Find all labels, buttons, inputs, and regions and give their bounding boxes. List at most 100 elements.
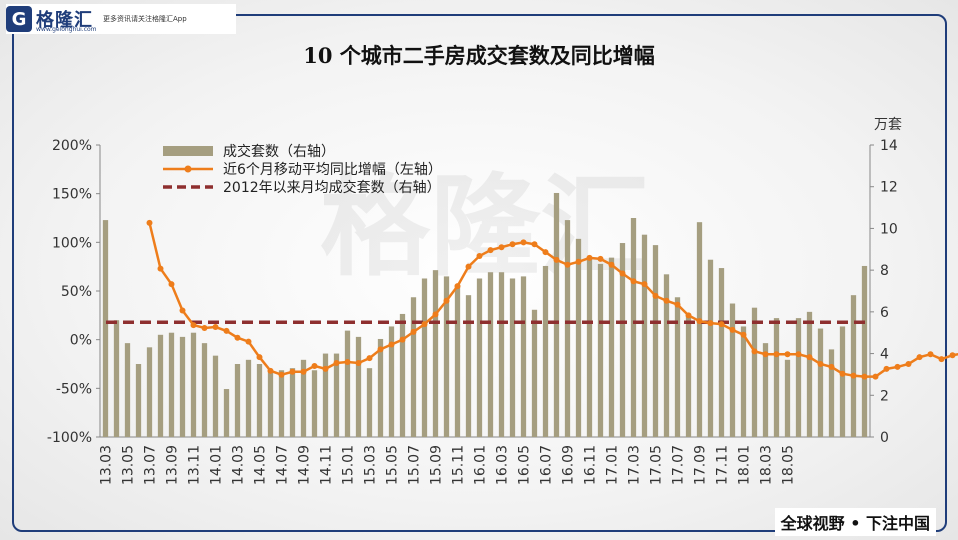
bar-18 xyxy=(300,359,307,437)
yoy-point-8 xyxy=(234,334,241,341)
x-tick-label: 18.03 xyxy=(759,445,775,485)
x-tick-label: 16.07 xyxy=(539,445,555,485)
yoy-point-63 xyxy=(839,370,846,377)
yoy-point-32 xyxy=(498,244,505,251)
yoy-point-51 xyxy=(707,320,714,327)
left-tick-label: 50% xyxy=(61,284,92,300)
left-tick-label: 0% xyxy=(70,333,92,349)
logo-name: 格隆汇 xyxy=(36,10,93,31)
bar-2 xyxy=(124,343,131,437)
bar-0 xyxy=(102,220,109,437)
x-tick-label: 14.09 xyxy=(297,445,313,485)
yoy-point-34 xyxy=(520,239,527,246)
bar-69 xyxy=(861,265,868,437)
bar-55 xyxy=(707,259,714,437)
yoy-point-71 xyxy=(927,351,934,358)
bar-64 xyxy=(806,311,813,437)
yoy-point-66 xyxy=(872,373,879,380)
bar-54 xyxy=(696,222,703,437)
yoy-point-36 xyxy=(542,249,549,256)
x-tick-label: 16.09 xyxy=(561,445,577,485)
yoy-point-17 xyxy=(333,360,340,367)
yoy-point-40 xyxy=(586,254,593,261)
yoy-point-5 xyxy=(201,324,208,331)
bar-65 xyxy=(817,328,824,437)
bar-35 xyxy=(487,272,494,437)
yoy-point-29 xyxy=(465,263,472,270)
bar-24 xyxy=(366,368,373,437)
x-tick-label: 15.05 xyxy=(385,445,401,485)
yoy-point-48 xyxy=(674,301,681,308)
left-tick-label: 100% xyxy=(52,235,92,251)
bar-6 xyxy=(168,332,175,437)
yoy-point-62 xyxy=(828,363,835,370)
yoy-point-67 xyxy=(883,365,890,372)
x-tick-label: 17.09 xyxy=(693,445,709,485)
bar-21 xyxy=(333,353,340,437)
x-tick-label: 17.11 xyxy=(715,445,731,485)
x-tick-label: 15.09 xyxy=(429,445,445,485)
bar-68 xyxy=(850,295,857,437)
x-tick-label: 15.11 xyxy=(451,445,467,485)
left-tick-label: 200% xyxy=(52,138,92,154)
yoy-point-73 xyxy=(949,352,956,359)
x-tick-label: 15.03 xyxy=(363,445,379,485)
x-tick-label: 17.05 xyxy=(649,445,665,485)
x-tick-label: 17.07 xyxy=(671,445,687,485)
yoy-point-3 xyxy=(179,307,186,314)
yoy-point-49 xyxy=(685,312,692,319)
bar-45 xyxy=(597,263,604,437)
right-tick-label: 14 xyxy=(880,138,898,154)
bar-13 xyxy=(245,359,252,437)
yoy-point-52 xyxy=(718,321,725,328)
bar-14 xyxy=(256,364,263,437)
yoy-point-1 xyxy=(157,265,164,272)
yoy-point-54 xyxy=(740,331,747,338)
yoy-point-53 xyxy=(729,326,736,333)
bar-67 xyxy=(839,326,846,437)
x-tick-label: 14.11 xyxy=(319,445,335,485)
right-axis-unit: 万套 xyxy=(874,117,902,133)
right-tick-label: 6 xyxy=(880,305,889,321)
yoy-point-42 xyxy=(608,261,615,268)
bar-23 xyxy=(355,336,362,437)
legend-label-2: 2012年以来月均成交套数（右轴） xyxy=(223,179,441,196)
yoy-point-7 xyxy=(223,327,230,334)
x-tick-label: 14.05 xyxy=(253,445,269,485)
yoy-point-21 xyxy=(377,346,384,353)
bar-34 xyxy=(476,278,483,437)
x-tick-label: 18.01 xyxy=(737,445,753,485)
yoy-point-0 xyxy=(146,219,153,226)
yoy-point-15 xyxy=(311,362,318,369)
legend-label-0: 成交套数（右轴） xyxy=(223,143,335,160)
yoy-point-60 xyxy=(806,354,813,361)
bar-22 xyxy=(344,330,351,437)
x-tick-label: 13.07 xyxy=(143,445,159,485)
yoy-point-37 xyxy=(553,256,560,263)
logo-tagline: 更多资讯请关注格隆汇App xyxy=(103,15,187,23)
yoy-point-69 xyxy=(905,361,912,367)
bar-4 xyxy=(146,347,153,437)
right-tick-label: 4 xyxy=(880,347,889,363)
yoy-point-18 xyxy=(344,359,351,366)
x-tick-label: 17.01 xyxy=(605,445,621,485)
yoy-point-14 xyxy=(300,368,307,375)
bar-29 xyxy=(421,278,428,437)
right-tick-label: 12 xyxy=(880,180,898,196)
slide-border xyxy=(12,14,947,532)
bar-42 xyxy=(564,220,571,437)
legend-swatch-marker xyxy=(184,165,192,173)
bar-56 xyxy=(718,268,725,437)
bar-62 xyxy=(784,359,791,437)
bar-10 xyxy=(212,355,219,437)
bar-41 xyxy=(553,192,560,437)
bar-39 xyxy=(531,309,538,437)
bar-43 xyxy=(575,238,582,437)
yoy-point-11 xyxy=(267,367,274,374)
bar-57 xyxy=(729,303,736,437)
yoy-point-64 xyxy=(850,372,857,379)
bar-36 xyxy=(498,272,505,437)
logo-icon: G xyxy=(6,6,32,32)
watermark-text: 格隆汇 xyxy=(320,163,650,291)
yoy-point-13 xyxy=(289,368,296,375)
